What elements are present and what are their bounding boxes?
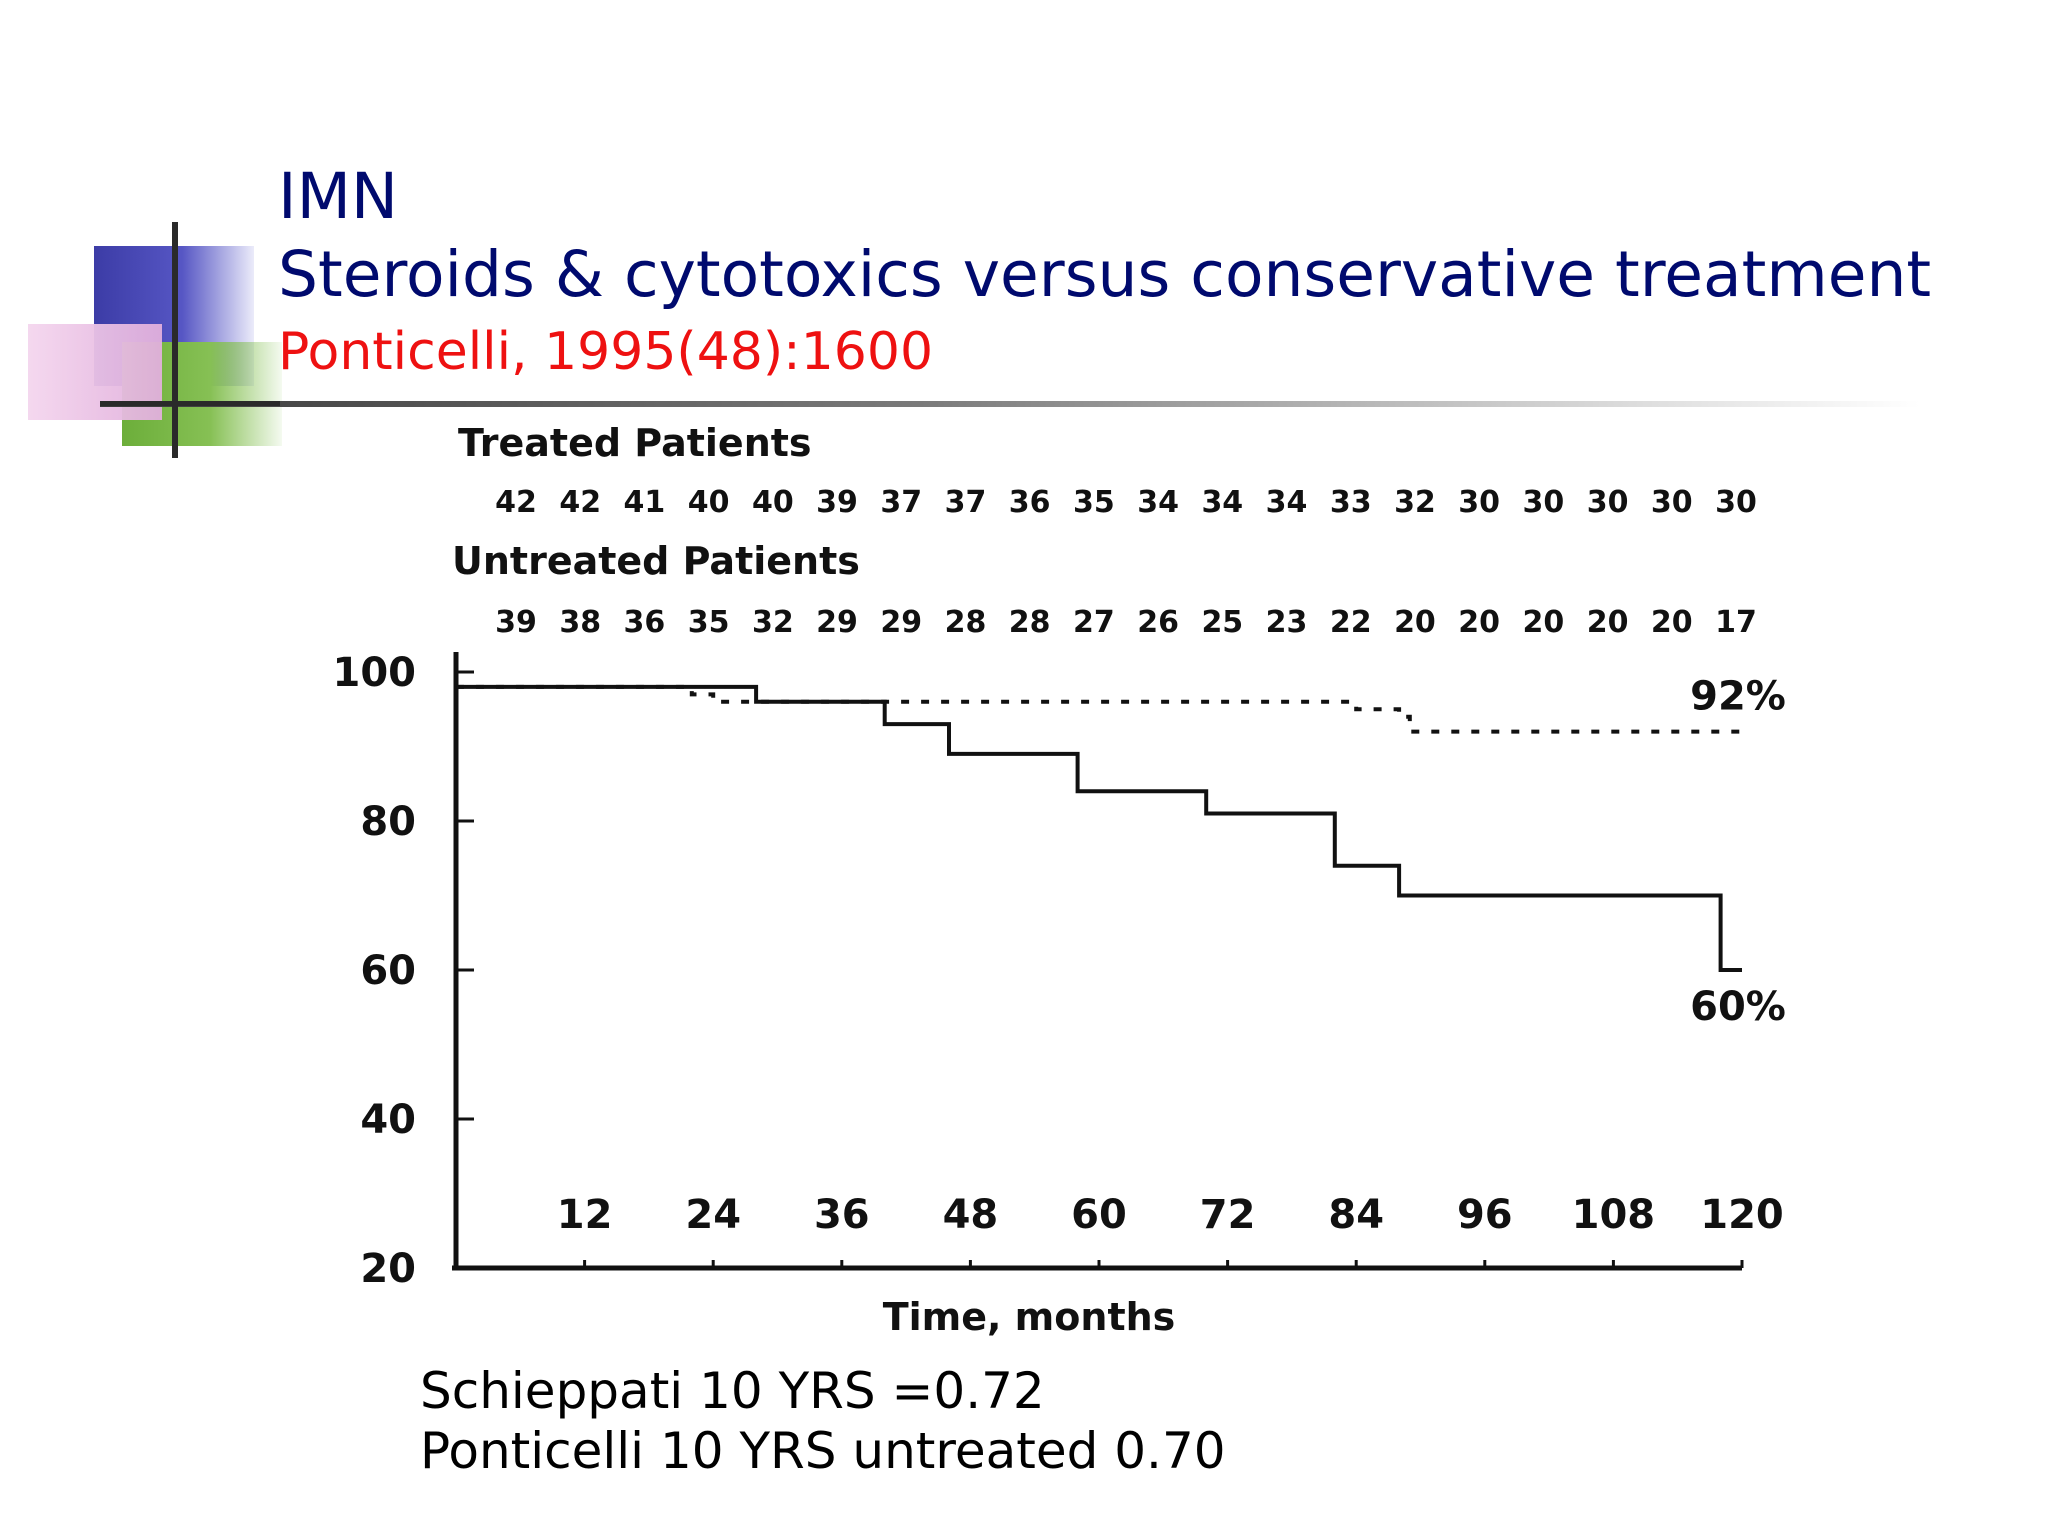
x-tick-label: 60: [1071, 1192, 1127, 1238]
y-tick-label: 40: [360, 1097, 416, 1143]
untreated-count: 25: [1201, 605, 1243, 640]
x-tick-label: 84: [1328, 1192, 1384, 1238]
untreated-count: 35: [688, 605, 730, 640]
title-divider-line: [100, 401, 1920, 407]
slide-title: IMN: [278, 160, 399, 233]
treated-count: 35: [1073, 485, 1115, 520]
y-tick-label: 100: [333, 650, 417, 696]
treated-count: 39: [816, 485, 858, 520]
treated-count: 34: [1266, 485, 1308, 520]
treated-count: 37: [945, 485, 987, 520]
x-tick-label: 96: [1457, 1192, 1513, 1238]
treated-end-label: 92%: [1690, 674, 1786, 720]
treated-count: 41: [624, 485, 666, 520]
treated-count: 30: [1522, 485, 1564, 520]
x-tick-label: 72: [1200, 1192, 1256, 1238]
citation: Ponticelli, 1995(48):1600: [278, 322, 934, 382]
untreated-count: 36: [624, 605, 666, 640]
untreated-count: 20: [1651, 605, 1693, 640]
untreated-count: 27: [1073, 605, 1115, 640]
treated-count: 42: [559, 485, 601, 520]
x-tick-label: 24: [685, 1192, 741, 1238]
treated-survival-line: [456, 684, 1742, 734]
treated-count: 30: [1651, 485, 1693, 520]
untreated-count: 20: [1522, 605, 1564, 640]
treated-count: 42: [495, 485, 537, 520]
untreated-count: 29: [816, 605, 858, 640]
note-ponticelli: Ponticelli 10 YRS untreated 0.70: [420, 1422, 1226, 1480]
treated-count: 30: [1715, 485, 1757, 520]
untreated-count: 17: [1715, 605, 1757, 640]
x-tick-label: 48: [943, 1192, 999, 1238]
untreated-survival-line: [456, 684, 1742, 972]
slide-subtitle: Steroids & cytotoxics versus conservativ…: [278, 238, 1932, 311]
x-tick-label: 36: [814, 1192, 870, 1238]
untreated-count: 26: [1137, 605, 1179, 640]
treated-patients-label: Treated Patients: [458, 421, 812, 465]
x-axis-label: Time, months: [883, 1295, 1176, 1339]
treated-count: 34: [1201, 485, 1243, 520]
untreated-count: 28: [945, 605, 987, 640]
treated-count: 40: [688, 485, 730, 520]
untreated-count: 39: [495, 605, 537, 640]
untreated-count: 20: [1587, 605, 1629, 640]
x-tick-label: 108: [1572, 1192, 1656, 1238]
y-tick-label: 60: [360, 948, 416, 994]
treated-count: 33: [1330, 485, 1372, 520]
untreated-count: 38: [559, 605, 601, 640]
y-tick-label: 80: [360, 799, 416, 845]
untreated-count: 28: [1009, 605, 1051, 640]
y-tick-label: 20: [360, 1246, 416, 1292]
treated-count: 37: [880, 485, 922, 520]
x-tick-label: 12: [557, 1192, 613, 1238]
decor-cross-vertical: [172, 222, 178, 458]
untreated-count: 20: [1458, 605, 1500, 640]
untreated-count: 20: [1394, 605, 1436, 640]
treated-count: 32: [1394, 485, 1436, 520]
treated-count: 34: [1137, 485, 1179, 520]
untreated-end-label: 60%: [1690, 984, 1786, 1030]
treated-count: 40: [752, 485, 794, 520]
treated-count: 30: [1458, 485, 1500, 520]
untreated-patients-label: Untreated Patients: [452, 539, 860, 583]
x-tick-label: 120: [1700, 1192, 1784, 1238]
untreated-count: 29: [880, 605, 922, 640]
decor-cross-horizontal: [100, 401, 280, 406]
note-schieppati: Schieppati 10 YRS =0.72: [420, 1362, 1045, 1420]
treated-count: 36: [1009, 485, 1051, 520]
untreated-count: 23: [1266, 605, 1308, 640]
untreated-count: 22: [1330, 605, 1372, 640]
untreated-count: 32: [752, 605, 794, 640]
treated-count: 30: [1587, 485, 1629, 520]
